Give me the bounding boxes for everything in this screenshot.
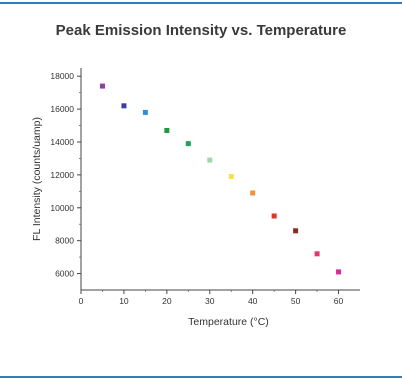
x-tick-label: 50 <box>291 296 301 306</box>
top-rule <box>0 2 402 4</box>
y-tick-label: 18000 <box>50 71 74 81</box>
x-tick-label: 10 <box>119 296 129 306</box>
y-tick-label: 10000 <box>50 203 74 213</box>
data-point <box>271 213 277 219</box>
x-tick-label: 0 <box>79 296 84 306</box>
y-tick-label: 8000 <box>55 236 74 246</box>
x-tick-label: 40 <box>248 296 258 306</box>
y-tick-label: 16000 <box>50 104 74 114</box>
data-point <box>250 190 256 196</box>
data-point <box>293 228 299 234</box>
y-tick-label: 6000 <box>55 269 74 279</box>
x-axis-title: Temperature (°C) <box>188 316 269 328</box>
data-point <box>99 83 105 89</box>
data-point <box>185 141 191 147</box>
data-point <box>228 174 234 180</box>
data-point <box>207 157 213 163</box>
ticks-layer: 0 10 20 30 40 50 60 6000 8000 10000 12000 14000 1600… <box>50 71 343 306</box>
chart-title: Peak Emission Intensity vs. Temperature <box>55 22 347 39</box>
y-axis-title: FL Intensity (counts/uamp) <box>31 117 43 241</box>
y-tick-label: 14000 <box>50 137 74 147</box>
points-layer <box>99 83 342 275</box>
data-point <box>336 269 342 275</box>
data-point <box>314 251 320 257</box>
x-tick-label: 60 <box>334 296 344 306</box>
y-tick-label: 12000 <box>50 170 74 180</box>
x-tick-label: 30 <box>205 296 215 306</box>
data-point <box>142 109 148 115</box>
bottom-rule <box>0 376 402 378</box>
data-point <box>164 127 170 133</box>
axes-layer <box>80 68 360 291</box>
data-point <box>121 103 127 109</box>
x-tick-label: 20 <box>162 296 172 306</box>
